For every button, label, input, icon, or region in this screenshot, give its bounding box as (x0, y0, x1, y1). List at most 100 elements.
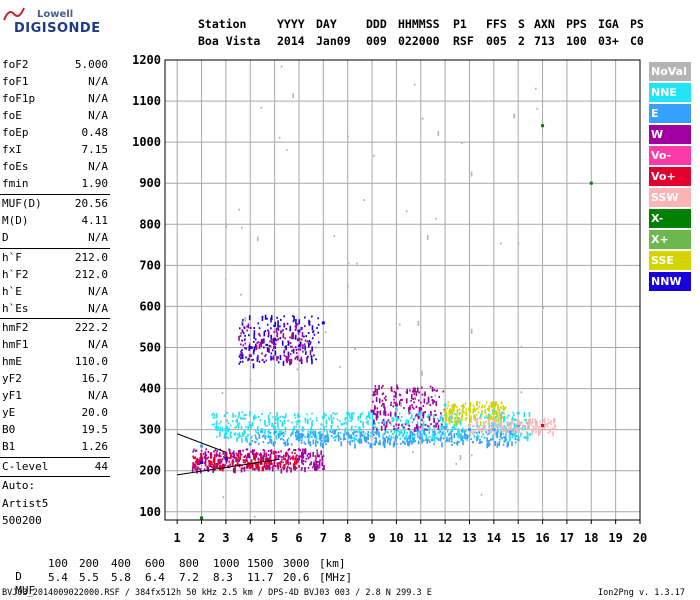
echo-trace-point (371, 415, 374, 421)
echo-trace-point (455, 405, 458, 408)
echo-trace-point (304, 442, 307, 445)
echo-trace-point (237, 449, 240, 452)
echo-trace-point (381, 393, 384, 396)
echo-trace-point (295, 324, 298, 327)
echo-trace-point (235, 426, 238, 429)
echo-trace-point (252, 452, 254, 455)
echo-trace-point (263, 452, 266, 458)
x-tick-label: 14 (487, 531, 501, 545)
echo-trace-point (267, 414, 270, 420)
echo-trace-point (260, 342, 262, 345)
echo-trace-point (475, 413, 478, 416)
echo-trace-point (321, 455, 324, 461)
echo-trace-point (482, 428, 484, 431)
echo-trace-point (404, 423, 407, 426)
echo-trace-point (427, 416, 429, 419)
param-row: hmF1 N/A (2, 338, 110, 355)
echo-trace-point (464, 434, 467, 437)
echo-trace-point (345, 427, 347, 430)
echo-trace-point (465, 411, 468, 417)
echo-trace-point (301, 328, 303, 331)
x-tick-label: 2 (198, 531, 205, 545)
echo-trace-point (512, 427, 515, 433)
echo-trace-point (282, 424, 285, 427)
echo-trace-point (319, 433, 322, 439)
echo-trace-point (245, 413, 247, 416)
echo-trace-point (318, 431, 320, 434)
echo-trace-point (295, 352, 298, 355)
echo-trace-point (219, 455, 222, 458)
echo-trace-point (275, 418, 278, 421)
ffs-value: 005 (486, 34, 507, 48)
echo-trace-point (315, 460, 318, 466)
echo-trace-point (446, 430, 449, 433)
echo-trace-point (246, 325, 248, 328)
echo-trace-point (192, 450, 195, 453)
echo-trace-point (288, 355, 290, 358)
echo-trace-point (383, 437, 385, 443)
echo-trace-point (302, 463, 304, 466)
data-points (200, 124, 593, 520)
echo-trace-point (251, 465, 253, 468)
echo-trace-point (503, 436, 505, 439)
echo-trace-point (406, 439, 408, 442)
echo-trace-point (375, 396, 378, 402)
echo-trace-point (270, 466, 273, 469)
echo-trace-point (363, 434, 365, 437)
echo-trace-point (273, 324, 275, 327)
echo-trace-point (253, 515, 256, 518)
echo-trace-point (337, 425, 339, 428)
echo-trace-point (335, 436, 337, 439)
echo-trace-point (317, 331, 320, 334)
echo-trace-point (301, 429, 303, 432)
echo-trace-point (528, 423, 531, 426)
echo-trace-point (262, 449, 265, 452)
echo-trace-point (262, 459, 265, 462)
echo-trace-point (487, 440, 490, 443)
echo-trace-point (289, 325, 292, 331)
echo-trace-point (284, 413, 287, 419)
echo-trace-point (393, 390, 396, 393)
echo-trace-point (401, 398, 403, 401)
echo-trace-point (258, 333, 260, 336)
echo-trace-point (539, 426, 541, 432)
echo-trace-point (221, 392, 224, 395)
echo-trace-point (261, 413, 263, 416)
echo-trace-point (376, 389, 378, 395)
echo-trace-point (418, 430, 420, 433)
echo-trace-point (282, 466, 284, 469)
echo-trace-point (268, 461, 271, 467)
echo-trace-point (475, 408, 478, 411)
echo-trace-point (332, 411, 335, 414)
echo-trace-point (554, 425, 557, 428)
yyyy-label: YYYY (277, 17, 305, 31)
echo-trace-point (343, 433, 345, 439)
data-point (321, 415, 325, 419)
echo-trace-point (475, 418, 478, 424)
data-point (248, 354, 252, 358)
echo-trace-point (251, 421, 254, 427)
echo-trace-point (246, 448, 249, 451)
data-point (492, 428, 496, 432)
echo-trace-point (267, 457, 269, 463)
echo-trace-point (472, 404, 475, 407)
data-point (200, 444, 204, 448)
echo-trace-point (312, 451, 314, 457)
echo-trace-point (387, 431, 389, 434)
echo-trace-point (385, 422, 388, 428)
echo-trace-point (413, 392, 416, 395)
echo-trace-point (216, 454, 219, 457)
echo-trace-point (528, 425, 530, 428)
echo-trace-point (281, 437, 284, 440)
echo-trace-point (443, 414, 446, 417)
footer-version: Ion2Png v. 1.3.17 (598, 588, 685, 598)
echo-trace-point (249, 456, 251, 459)
data-point (346, 411, 350, 415)
muf-label: MUF (15, 584, 36, 597)
echo-trace-point (324, 436, 326, 442)
echo-trace-point (280, 429, 283, 432)
echo-trace-point (267, 329, 269, 332)
echo-trace-point (211, 466, 213, 469)
echo-trace-point (213, 463, 216, 466)
echo-trace-point (418, 413, 420, 419)
